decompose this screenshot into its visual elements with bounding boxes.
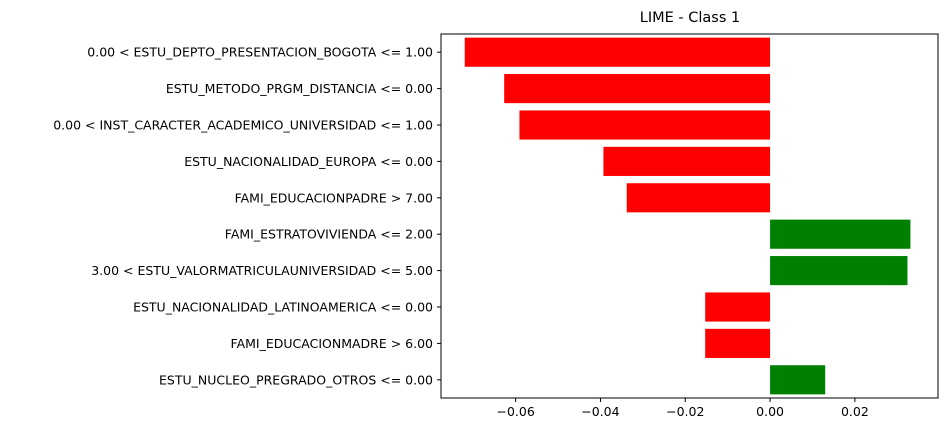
y-tick-label: FAMI_EDUCACIONPADRE > 7.00	[235, 190, 433, 205]
bar-5	[770, 219, 911, 249]
y-tick-label: FAMI_ESTRATOVIVIENDA <= 2.00	[225, 227, 433, 242]
x-tick-label: −0.04	[581, 404, 619, 419]
y-tick-label: ESTU_NACIONALIDAD_EUROPA <= 0.00	[184, 154, 433, 169]
bar-4	[626, 183, 771, 213]
y-tick-label: 0.00 < INST_CARACTER_ACADEMICO_UNIVERSID…	[53, 118, 433, 133]
y-tick-label: ESTU_NUCLEO_PREGRADO_OTROS <= 0.00	[159, 372, 433, 387]
y-tick-label: ESTU_METODO_PRGM_DISTANCIA <= 0.00	[166, 81, 433, 96]
y-tick-group: 0.00 < ESTU_DEPTO_PRESENTACION_BOGOTA <=…	[53, 45, 441, 387]
x-tick-label: −0.06	[496, 404, 534, 419]
y-tick-label: ESTU_NACIONALIDAD_LATINOAMERICA <= 0.00	[133, 300, 433, 315]
x-tick-group: −0.06 −0.04 −0.02 0.00 0.02	[496, 398, 869, 419]
bar-7	[705, 292, 771, 322]
bar-6	[770, 256, 908, 286]
bar-3	[603, 146, 771, 176]
x-tick-label: −0.02	[666, 404, 704, 419]
plot-frame	[440, 33, 939, 399]
y-tick-label: 0.00 < ESTU_DEPTO_PRESENTACION_BOGOTA <=…	[87, 45, 433, 60]
bar-1	[504, 74, 771, 104]
bar-2	[519, 110, 771, 140]
bar-8	[705, 328, 771, 358]
bar-9	[770, 365, 826, 395]
bars-group	[464, 37, 911, 395]
bar-0	[464, 37, 771, 67]
chart-title: LIME - Class 1	[640, 10, 740, 26]
y-tick-label: 3.00 < ESTU_VALORMATRICULAUNIVERSIDAD <=…	[91, 263, 433, 278]
x-tick-label: 0.00	[756, 404, 784, 419]
y-tick-label: FAMI_EDUCACIONMADRE > 6.00	[231, 336, 433, 351]
x-tick-label: 0.02	[841, 404, 869, 419]
